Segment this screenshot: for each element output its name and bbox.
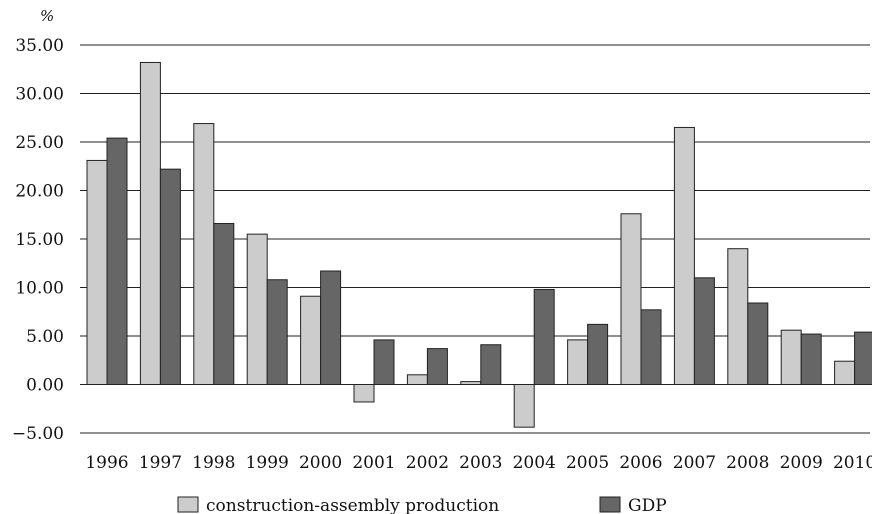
bar-construction bbox=[406, 374, 428, 385]
y-tick-label: 35.00 bbox=[15, 36, 64, 56]
x-tick-label: 1997 bbox=[139, 453, 182, 473]
y-tick-label: 30.00 bbox=[15, 85, 64, 105]
bar-construction bbox=[513, 384, 535, 428]
y-tick-label: 0.00 bbox=[26, 376, 64, 396]
bar-construction bbox=[300, 295, 322, 386]
bar-construction bbox=[620, 213, 642, 385]
bar-construction bbox=[353, 384, 375, 403]
legend-label: construction-assembly production bbox=[206, 496, 499, 514]
x-tick-label: 1996 bbox=[85, 453, 128, 473]
x-tick-label: 2001 bbox=[352, 453, 395, 473]
bar-construction bbox=[673, 126, 695, 385]
y-tick-label: 5.00 bbox=[26, 327, 64, 347]
x-tick-label: 2002 bbox=[406, 453, 449, 473]
bar-gdp bbox=[320, 270, 342, 386]
bar-gdp bbox=[747, 302, 769, 385]
legend-swatch bbox=[599, 496, 621, 513]
bar-construction bbox=[567, 339, 589, 386]
y-tick-label: 15.00 bbox=[15, 230, 64, 250]
x-tick-label: 1999 bbox=[246, 453, 289, 473]
bar-construction bbox=[780, 329, 802, 385]
bar-gdp bbox=[640, 309, 662, 385]
bar-gdp bbox=[373, 339, 395, 386]
x-tick-label: 2010 bbox=[833, 453, 872, 473]
bar-construction bbox=[727, 248, 749, 385]
x-tick-label: 2009 bbox=[780, 453, 823, 473]
x-axis-ticks: 1996 1997 1998 1999 2000 2001 2002 2003 2004 2005… bbox=[85, 453, 872, 473]
x-tick-label: 2000 bbox=[299, 453, 342, 473]
bar-gdp bbox=[533, 288, 555, 385]
bar-construction bbox=[460, 381, 482, 385]
bar-gdp bbox=[266, 279, 288, 385]
bar-gdp bbox=[159, 168, 181, 385]
bar-construction bbox=[86, 159, 108, 385]
bar-gdp bbox=[480, 344, 502, 386]
x-tick-label: 2003 bbox=[459, 453, 502, 473]
x-tick-label: 2008 bbox=[726, 453, 769, 473]
bar-gdp bbox=[693, 277, 715, 385]
y-axis-unit-label: % bbox=[40, 7, 54, 25]
bar-construction bbox=[834, 360, 856, 386]
bar-construction bbox=[246, 233, 268, 385]
legend-swatch bbox=[177, 496, 199, 513]
x-tick-label: 2007 bbox=[673, 453, 716, 473]
y-tick-label: 20.00 bbox=[15, 182, 64, 202]
bars bbox=[86, 61, 872, 428]
y-axis-ticks: −5.00 0.00 5.00 10.00 15.00 20.00 25.00 30.00 35… bbox=[12, 36, 64, 444]
legend: construction-assembly production GDP bbox=[177, 496, 667, 514]
x-tick-label: 2005 bbox=[566, 453, 609, 473]
bar-gdp bbox=[587, 323, 609, 385]
y-tick-label: 25.00 bbox=[15, 133, 64, 153]
bar-construction bbox=[193, 123, 215, 385]
x-tick-label: 1998 bbox=[192, 453, 235, 473]
y-tick-label: −5.00 bbox=[12, 424, 64, 444]
bar-construction bbox=[139, 61, 161, 386]
bar-gdp bbox=[106, 137, 128, 385]
bar-gdp bbox=[854, 331, 872, 385]
bar-gdp bbox=[800, 333, 822, 385]
bar-gdp bbox=[213, 222, 235, 385]
y-tick-label: 10.00 bbox=[15, 279, 64, 299]
x-tick-label: 2004 bbox=[513, 453, 556, 473]
x-tick-label: 2006 bbox=[619, 453, 662, 473]
bar-gdp bbox=[426, 348, 448, 385]
legend-label: GDP bbox=[628, 496, 667, 514]
